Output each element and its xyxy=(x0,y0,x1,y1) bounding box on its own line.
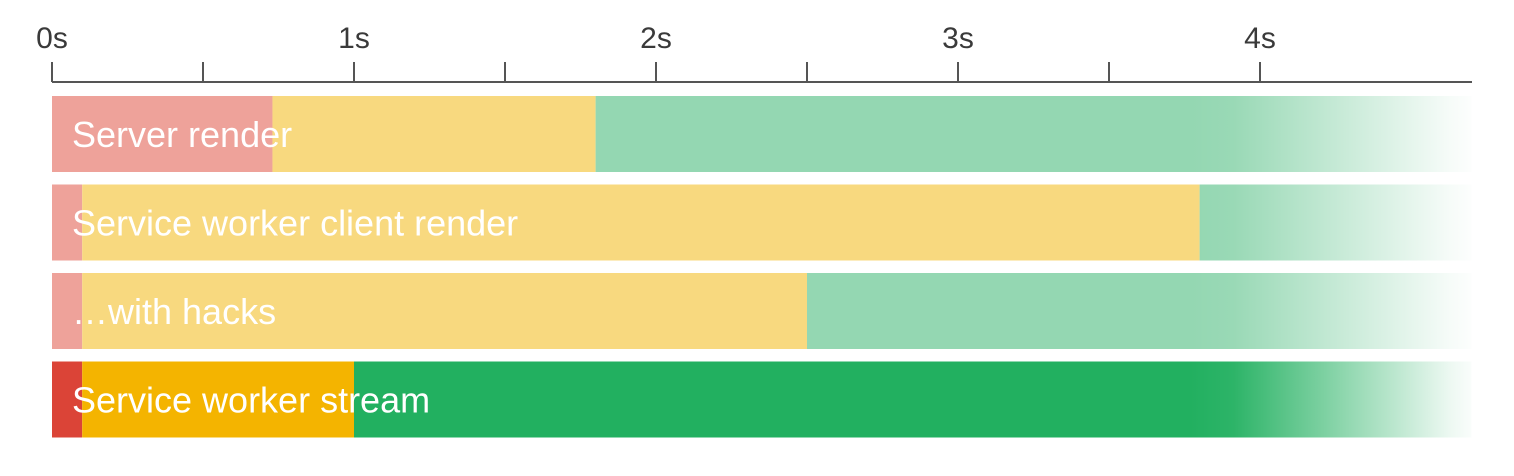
x-tick-label: 4s xyxy=(1244,22,1276,55)
row-label: Server render xyxy=(72,114,292,155)
segment-partial xyxy=(82,184,1200,261)
x-tick-label: 2s xyxy=(640,22,672,55)
row-label: Service worker client render xyxy=(72,203,518,244)
x-tick-label: 1s xyxy=(338,22,370,55)
row-label: …with hacks xyxy=(72,291,276,332)
x-tick-label: 0s xyxy=(36,22,68,55)
segment-blank xyxy=(52,273,83,349)
bars-area: Server render Service worker client rende… xyxy=(52,96,1472,438)
right-fade-overlay xyxy=(1190,90,1480,450)
segment-partial xyxy=(272,96,596,172)
segment-blank xyxy=(52,361,83,438)
x-axis: 0s 1s 2s 3s 4s xyxy=(36,22,1472,83)
segment-blank xyxy=(52,184,83,261)
row-label: Service worker stream xyxy=(72,380,430,421)
timeline-row: …with hacks xyxy=(52,273,1472,349)
segment-blank xyxy=(52,96,273,172)
segment-partial xyxy=(82,361,354,438)
x-tick-label: 3s xyxy=(942,22,974,55)
segment-partial xyxy=(82,273,807,349)
